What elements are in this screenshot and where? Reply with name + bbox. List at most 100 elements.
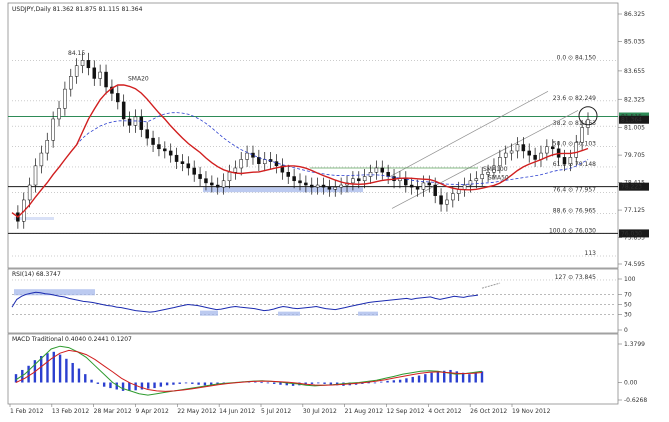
rsi-arrow bbox=[481, 282, 501, 289]
candle-body bbox=[210, 182, 214, 186]
macd-histogram-bar bbox=[90, 379, 93, 383]
candle-body bbox=[515, 144, 520, 152]
candle-body bbox=[74, 65, 79, 77]
candle-body bbox=[509, 150, 514, 154]
price-tag-box bbox=[619, 182, 649, 191]
candle-body bbox=[233, 167, 238, 173]
candle-body bbox=[498, 157, 502, 167]
price-tag-box bbox=[619, 115, 649, 124]
macd-histogram-bar bbox=[172, 382, 175, 385]
candle-body bbox=[433, 184, 437, 196]
macd-histogram-bar bbox=[329, 382, 333, 385]
macd-histogram-bar bbox=[272, 382, 276, 384]
x-tick-label: 30 Jul 2012 bbox=[303, 408, 337, 415]
macd-histogram-bar bbox=[159, 382, 163, 387]
candle-body bbox=[221, 180, 226, 188]
macd-histogram-bar bbox=[39, 355, 43, 383]
candle-body bbox=[245, 152, 249, 160]
rsi-line bbox=[11, 291, 479, 313]
highlight-circle bbox=[578, 106, 598, 126]
rsi-zone bbox=[278, 311, 300, 316]
channel-upper-line bbox=[389, 90, 549, 177]
candle-body bbox=[227, 171, 232, 182]
fib-level-label: 23.6 ⊙ 82.249 bbox=[553, 95, 596, 102]
candle-body bbox=[409, 184, 414, 188]
macd-histogram-bar bbox=[84, 374, 87, 383]
macd-histogram-bar bbox=[417, 375, 421, 383]
macd-histogram-bar bbox=[58, 354, 62, 383]
rsi-chart: 100 70 50 30 0 bbox=[11, 276, 636, 334]
macd-panel-frame bbox=[7, 333, 619, 405]
rsi-y-tick-label: 100 bbox=[624, 276, 636, 283]
channel-lower-line bbox=[391, 110, 579, 209]
rsi-y-tick-label: 50 bbox=[624, 302, 632, 309]
candle-body bbox=[339, 184, 343, 188]
macd-histogram-bar bbox=[436, 371, 440, 383]
x-tick-label: 28 Mar 2012 bbox=[94, 408, 132, 415]
candle-body bbox=[451, 193, 455, 201]
candle-body bbox=[351, 178, 355, 184]
candle-body bbox=[51, 118, 55, 141]
macd-histogram-bar bbox=[468, 374, 471, 383]
candle-body bbox=[251, 152, 255, 158]
candle-body bbox=[421, 182, 426, 190]
price-chart: 86.32585.03583.65582.32581.00579.70578.4… bbox=[8, 11, 649, 281]
candle-body bbox=[168, 150, 173, 156]
macd-y-tick-label: 0.00 bbox=[624, 380, 638, 387]
candle-body bbox=[157, 144, 161, 150]
candle-body bbox=[580, 127, 584, 143]
candle-body bbox=[439, 195, 443, 205]
sma50-annotation: SMA50 bbox=[488, 175, 509, 182]
macd-histogram-bar bbox=[65, 358, 68, 383]
macd-histogram-bar bbox=[102, 382, 106, 387]
macd-histogram-bar bbox=[77, 368, 81, 383]
macd-histogram-bar bbox=[153, 382, 156, 389]
candle-body bbox=[174, 154, 179, 162]
x-tick-label: 21 Aug 2012 bbox=[345, 408, 384, 415]
macd-histogram-bar bbox=[455, 371, 459, 383]
rsi-y-tick-label: 70 bbox=[624, 291, 632, 298]
candle-body bbox=[151, 137, 155, 145]
fib-level-label: 113 bbox=[585, 250, 597, 257]
fib-level-label: 61.8 ⊙ 79.148 bbox=[553, 161, 596, 168]
price-y-tick-label: 74.595 bbox=[624, 261, 645, 268]
price-panel-title: USDJPY,Daily 81.362 81.875 81.115 81.364 bbox=[12, 6, 143, 13]
macd-histogram-bar bbox=[291, 382, 295, 386]
candle-body bbox=[298, 180, 302, 184]
macd-histogram-bar bbox=[203, 382, 207, 386]
macd-panel-title: MACD Traditional 0.4040 0.2441 0.1207 bbox=[12, 336, 132, 343]
candle-body bbox=[468, 180, 473, 186]
candle-body bbox=[45, 140, 50, 154]
price-y-tick-label: 79.705 bbox=[624, 152, 645, 159]
rsi-panel-title: RSI(14) 68.3747 bbox=[12, 271, 61, 278]
macd-histogram-bar bbox=[443, 370, 446, 383]
macd-histogram-bar bbox=[386, 380, 389, 383]
macd-signal-line bbox=[15, 349, 483, 392]
candle-body bbox=[27, 184, 32, 201]
macd-histogram-bar bbox=[96, 382, 100, 384]
macd-histogram-bar bbox=[411, 376, 414, 383]
x-tick-label: 14 Jun 2012 bbox=[219, 408, 255, 415]
candle-body bbox=[192, 167, 196, 175]
macd-histogram-bar bbox=[424, 374, 427, 383]
candle-body bbox=[292, 176, 296, 182]
fib-level-label: 100.0 ⊙ 76.030 bbox=[549, 227, 596, 234]
macd-histogram-bar bbox=[178, 382, 181, 384]
fib-level-label: 88.6 ⊙ 76.965 bbox=[553, 207, 596, 214]
candle-body bbox=[198, 174, 202, 179]
candle-body bbox=[310, 184, 314, 188]
candle-body bbox=[262, 159, 267, 164]
macd-histogram-bar bbox=[405, 378, 408, 383]
price-y-tick-label: 82.325 bbox=[624, 96, 645, 103]
candle-body bbox=[492, 165, 496, 173]
macd-histogram-bar bbox=[46, 353, 49, 383]
macd-y-tick-label: -0.6268 bbox=[624, 397, 647, 404]
candle-body bbox=[427, 182, 432, 186]
macd-chart: 1.3799 0.00 -0.6268 bbox=[14, 341, 647, 404]
x-tick-label: 5 Jul 2012 bbox=[261, 408, 291, 415]
macd-histogram-bar bbox=[52, 351, 55, 383]
x-tick-label: 26 Oct 2012 bbox=[470, 408, 507, 415]
macd-histogram-bar bbox=[380, 381, 383, 383]
price-tag-label: 76.030 bbox=[621, 230, 642, 237]
candle-body bbox=[145, 129, 149, 139]
